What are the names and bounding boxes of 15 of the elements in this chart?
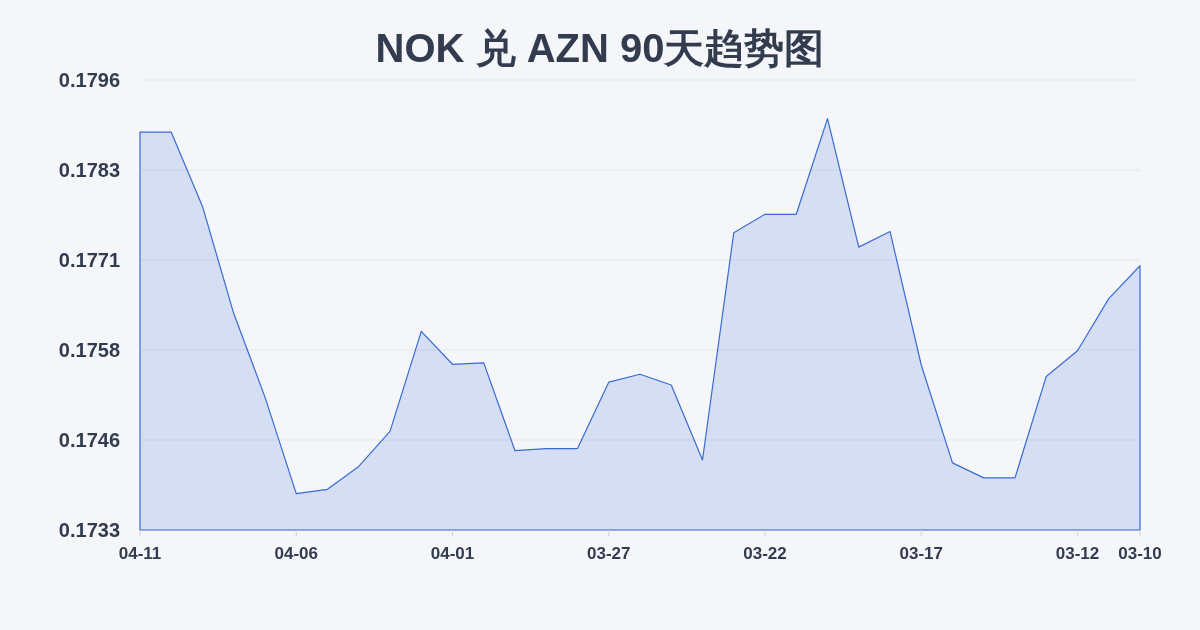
y-tick-label: 0.1783 xyxy=(58,159,120,181)
x-tick-label: 03-22 xyxy=(743,544,787,563)
x-tick-label: 03-12 xyxy=(1055,544,1100,563)
chart-title: NOK 兑 AZN 90天趋势图 xyxy=(375,26,825,70)
y-tick-label: 0.1758 xyxy=(58,339,120,361)
x-tick-label: 03-17 xyxy=(899,544,943,563)
x-tick-label: 03-27 xyxy=(587,544,631,563)
y-tick-label: 0.1746 xyxy=(58,429,120,451)
y-tick-label: 0.1796 xyxy=(58,69,120,91)
x-tick-label: 04-01 xyxy=(430,544,475,563)
x-tick-label: 04-06 xyxy=(274,544,318,563)
x-tick-label: 04-11 xyxy=(118,544,162,563)
y-tick-label: 0.1733 xyxy=(58,519,120,541)
y-tick-label: 0.1771 xyxy=(58,249,120,271)
x-tick-label: 03-10 xyxy=(1118,544,1162,563)
